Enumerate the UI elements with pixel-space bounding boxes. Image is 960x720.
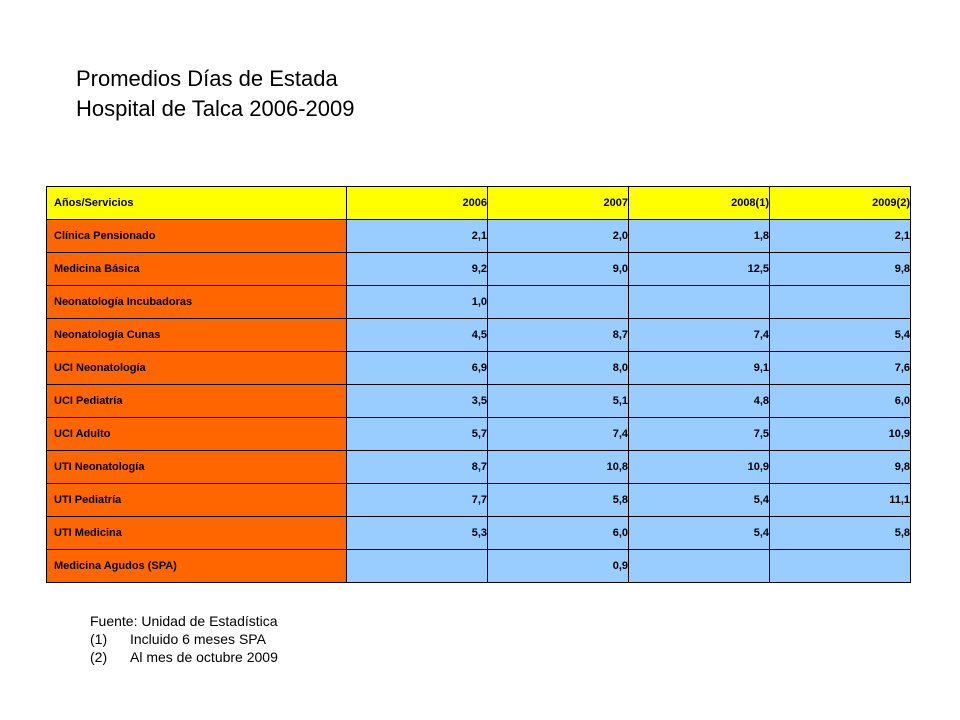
value-cell: 5,1 [487,384,629,418]
table-header-row: Años/Servicios 2006 2007 2008(1) 2009(2) [46,186,911,220]
value-cell: 9,1 [628,351,770,385]
value-cell: 10,8 [487,450,629,484]
value-cell [346,549,488,583]
value-cell: 7,4 [628,318,770,352]
table-row: Neonatología Cunas 4,5 8,7 7,4 5,4 [46,318,911,352]
value-cell [628,549,770,583]
value-cell: 4,8 [628,384,770,418]
footnote-2-text: Al mes de octubre 2009 [130,649,278,665]
value-cell: 9,2 [346,252,488,286]
footnote-2: (2) Al mes de octubre 2009 [90,648,278,666]
service-name-cell: UTI Medicina [46,516,347,550]
value-cell: 7,7 [346,483,488,517]
table-row: Neonatología Incubadoras 1,0 [46,285,911,319]
value-cell [487,285,629,319]
service-name-cell: Neonatología Incubadoras [46,285,347,319]
slide-title: Promedios Días de Estada Hospital de Tal… [76,64,354,124]
table-row: UTI Neonatología 8,7 10,8 10,9 9,8 [46,450,911,484]
title-line-1: Promedios Días de Estada [76,66,338,91]
header-cell-services: Años/Servicios [46,186,347,220]
header-cell-2009: 2009(2) [769,186,911,220]
value-cell: 11,1 [769,483,911,517]
value-cell: 5,8 [769,516,911,550]
value-cell: 12,5 [628,252,770,286]
service-name-cell: Medicina Básica [46,252,347,286]
title-line-2: Hospital de Talca 2006-2009 [76,96,355,121]
table-row: UCI Pediatría 3,5 5,1 4,8 6,0 [46,384,911,418]
value-cell: 9,8 [769,450,911,484]
table-row: UCI Neonatología 6,9 8,0 9,1 7,6 [46,351,911,385]
value-cell: 6,0 [487,516,629,550]
value-cell: 6,9 [346,351,488,385]
footnotes: Fuente: Unidad de Estadística (1) Incluid… [90,612,278,666]
value-cell: 9,8 [769,252,911,286]
header-cell-2006: 2006 [346,186,488,220]
value-cell: 2,1 [769,219,911,253]
value-cell: 8,7 [487,318,629,352]
table-row: Medicina Básica 9,2 9,0 12,5 9,8 [46,252,911,286]
service-name-cell: UCI Neonatología [46,351,347,385]
table-row: UTI Medicina 5,3 6,0 5,4 5,8 [46,516,911,550]
value-cell [769,549,911,583]
table-row: Clínica Pensionado 2,1 2,0 1,8 2,1 [46,219,911,253]
service-name-cell: UTI Pediatría [46,483,347,517]
footnote-2-number: (2) [90,649,108,665]
value-cell: 7,6 [769,351,911,385]
value-cell: 4,5 [346,318,488,352]
service-name-cell: UCI Adulto [46,417,347,451]
value-cell: 5,4 [628,516,770,550]
footnote-1: (1) Incluido 6 meses SPA [90,630,278,648]
value-cell: 1,8 [628,219,770,253]
value-cell: 5,4 [628,483,770,517]
value-cell [628,285,770,319]
value-cell: 5,8 [487,483,629,517]
value-cell: 3,5 [346,384,488,418]
value-cell: 0,9 [487,549,629,583]
service-name-cell: UCI Pediatría [46,384,347,418]
header-cell-2007: 2007 [487,186,629,220]
value-cell: 1,0 [346,285,488,319]
service-name-cell: Medicina Agudos (SPA) [46,549,347,583]
source-note: Fuente: Unidad de Estadística [90,613,278,629]
value-cell: 10,9 [628,450,770,484]
value-cell: 10,9 [769,417,911,451]
value-cell: 7,4 [487,417,629,451]
service-name-cell: Neonatología Cunas [46,318,347,352]
footnote-1-number: (1) [90,631,108,647]
value-cell: 8,0 [487,351,629,385]
value-cell: 5,3 [346,516,488,550]
table-row: UTI Pediatría 7,7 5,8 5,4 11,1 [46,483,911,517]
service-name-cell: Clínica Pensionado [46,219,347,253]
value-cell: 5,4 [769,318,911,352]
value-cell: 9,0 [487,252,629,286]
value-cell: 2,1 [346,219,488,253]
footnote-1-text: Incluido 6 meses SPA [130,631,266,647]
value-cell: 6,0 [769,384,911,418]
value-cell: 5,7 [346,417,488,451]
value-cell: 2,0 [487,219,629,253]
table-row: Medicina Agudos (SPA) 0,9 [46,549,911,583]
stay-days-table: Años/Servicios 2006 2007 2008(1) 2009(2)… [46,186,911,583]
header-cell-2008: 2008(1) [628,186,770,220]
value-cell: 8,7 [346,450,488,484]
service-name-cell: UTI Neonatología [46,450,347,484]
table-row: UCI Adulto 5,7 7,4 7,5 10,9 [46,417,911,451]
value-cell [769,285,911,319]
value-cell: 7,5 [628,417,770,451]
